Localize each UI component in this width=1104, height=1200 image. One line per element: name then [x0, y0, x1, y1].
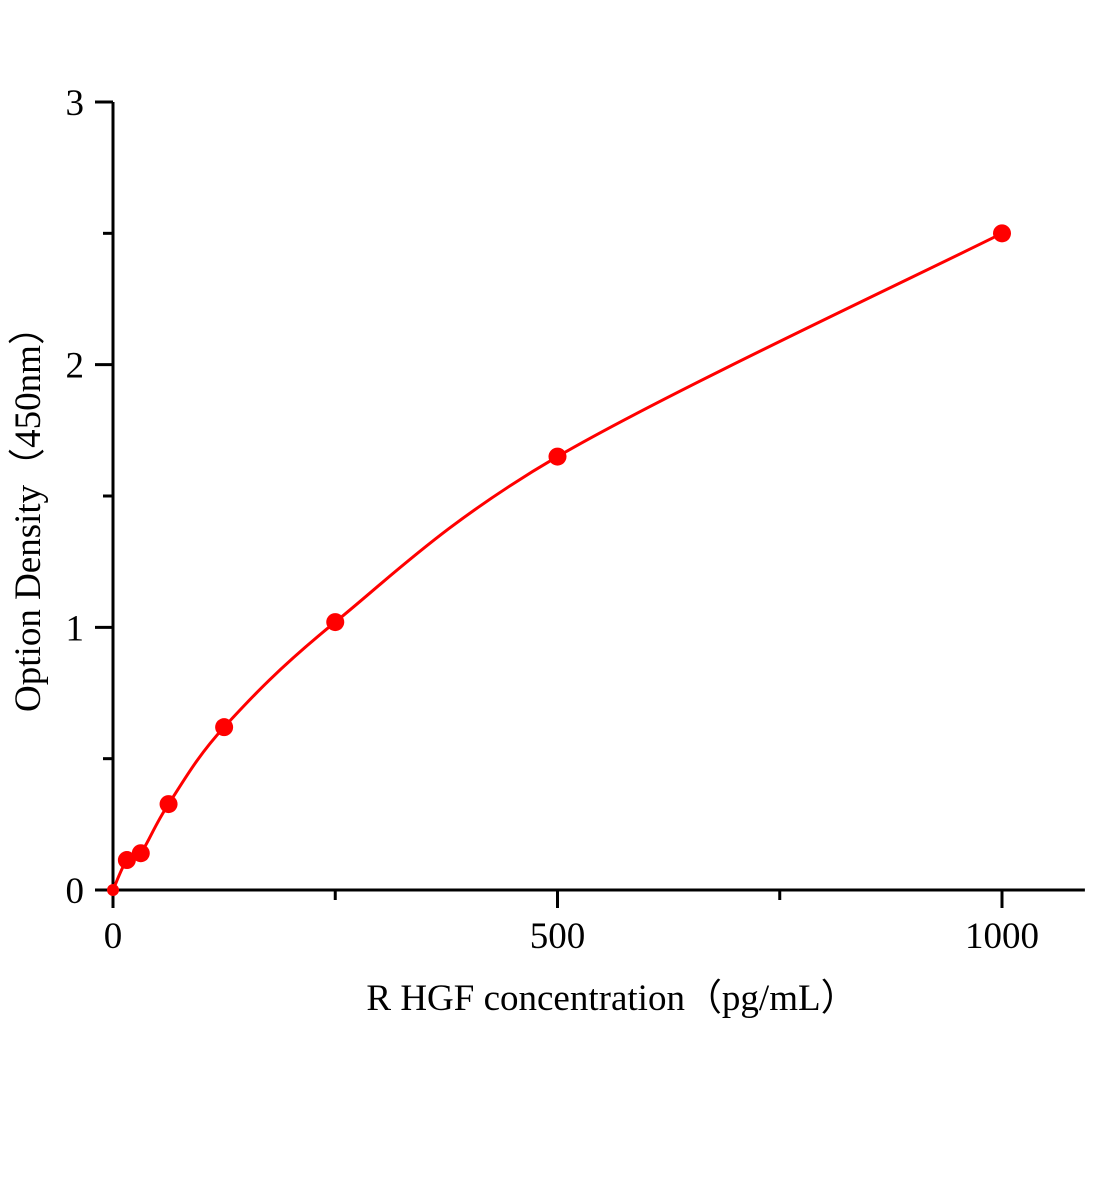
- y-tick-label: 1: [66, 608, 85, 649]
- data-point: [548, 447, 567, 466]
- fit-curve: [111, 231, 1003, 891]
- y-axis-label: Option Density（450nm）: [8, 308, 49, 712]
- data-point: [107, 884, 119, 896]
- data-point: [117, 851, 136, 870]
- data-point: [159, 795, 178, 814]
- x-tick-label: 1000: [965, 916, 1039, 957]
- data-points: [107, 224, 1011, 896]
- y-tick-label: 2: [66, 346, 85, 387]
- axes: 0 500 1000 0 1 2 3: [66, 83, 1085, 957]
- data-point: [215, 718, 234, 737]
- data-point: [131, 844, 150, 863]
- data-point: [993, 224, 1011, 243]
- x-axis-label: R HGF concentration（pg/mL）: [366, 978, 857, 1019]
- y-tick-label: 0: [66, 871, 85, 912]
- fit-curve-layer: [111, 231, 1003, 891]
- y-tick-label: 3: [66, 83, 85, 124]
- x-tick-label: 500: [530, 916, 586, 957]
- data-point: [326, 613, 345, 632]
- x-tick-label: 0: [104, 916, 123, 957]
